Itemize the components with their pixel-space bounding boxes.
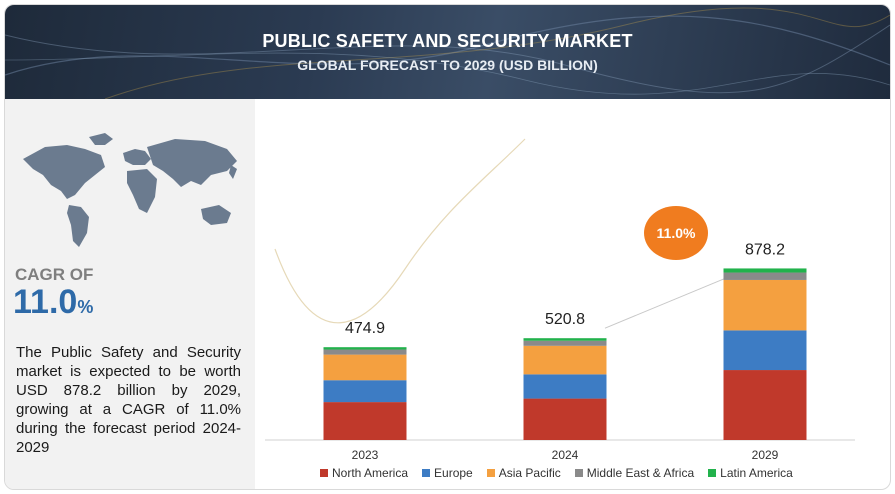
decorative-curve: [274, 138, 526, 324]
x-tick-label-2023: 2023: [352, 448, 379, 462]
cagr-trend-line: [604, 277, 726, 329]
legend-swatch: [422, 469, 431, 477]
legend-item-latin-america: Latin America: [708, 466, 793, 480]
cagr-badge: [644, 206, 708, 260]
banner-decoration: [5, 7, 890, 99]
legend-swatch: [320, 469, 328, 477]
bar-segment-2029-north-america: [723, 370, 807, 440]
infographic-frame: PUBLIC SAFETY AND SECURITY MARKET GLOBAL…: [4, 4, 891, 490]
legend-item-middle-east-africa: Middle East & Africa: [574, 466, 695, 480]
legend-item-north-america: North America: [320, 466, 408, 480]
chart-subtitle: GLOBAL FORECAST TO 2029 (USD BILLION): [297, 57, 598, 73]
bar-segment-2029-asia-pacific: [723, 279, 807, 331]
legend-label: Middle East & Africa: [586, 466, 695, 480]
bar-segment-2029-middle-east-africa: [723, 272, 807, 280]
label-group: 474.9 2023 520.8 2024 878.2 2029 11.0%: [345, 206, 785, 462]
total-label-2029: 878.2: [745, 241, 785, 258]
x-tick-label-2029: 2029: [752, 448, 779, 462]
bar-segment-2024-europe: [523, 374, 607, 399]
legend-swatch: [708, 469, 717, 477]
bar-segment-2024-asia-pacific: [523, 345, 607, 375]
bar-segment-2024-middle-east-africa: [523, 340, 607, 346]
chart-decoration: [274, 138, 726, 329]
world-map-icon: [23, 133, 237, 247]
chart-title: PUBLIC SAFETY AND SECURITY MARKET: [262, 31, 633, 51]
bar-segment-2023-latin-america: [323, 347, 407, 350]
bar-segment-2024-north-america: [523, 398, 607, 440]
header-banner: PUBLIC SAFETY AND SECURITY MARKET GLOBAL…: [5, 5, 890, 99]
legend-label: Europe: [434, 466, 473, 480]
bar-segment-2023-europe: [323, 380, 407, 403]
cagr-number: 11.0: [13, 283, 78, 321]
x-tick-label-2024: 2024: [552, 448, 579, 462]
bar-segment-2024-latin-america: [523, 338, 607, 341]
chart-legend: North America Europe Asia Pacific Middle Ea…: [320, 466, 880, 480]
legend-swatch: [486, 469, 495, 477]
legend-swatch: [574, 469, 583, 477]
stacked-bar-chart: 474.9 2023 520.8 2024 878.2 2029 11.0%: [265, 138, 855, 462]
cagr-unit: %: [77, 297, 94, 317]
bar-segment-2023-middle-east-africa: [323, 349, 407, 355]
total-label-2024: 520.8: [545, 311, 585, 328]
bar-group: [323, 268, 807, 440]
bar-segment-2029-europe: [723, 330, 807, 371]
cagr-badge-label: 11.0%: [657, 225, 696, 241]
summary-panel: CAGR OF 11.0% The Public Safety and Secu…: [5, 99, 255, 489]
market-description: The Public Safety and Security market is…: [16, 344, 241, 456]
legend-label: North America: [332, 466, 409, 480]
legend-label: Asia Pacific: [498, 466, 561, 480]
bar-segment-2029-latin-america: [723, 268, 807, 273]
bar-segment-2023-north-america: [323, 402, 407, 440]
legend-item-europe: Europe: [422, 466, 473, 480]
cagr-value: 11.0%: [13, 283, 93, 322]
legend-label: Latin America: [720, 466, 793, 480]
total-label-2023: 474.9: [345, 320, 385, 337]
bar-segment-2023-asia-pacific: [323, 354, 407, 381]
legend-item-asia-pacific: Asia Pacific: [486, 466, 561, 480]
cagr-label: CAGR OF: [15, 265, 94, 284]
